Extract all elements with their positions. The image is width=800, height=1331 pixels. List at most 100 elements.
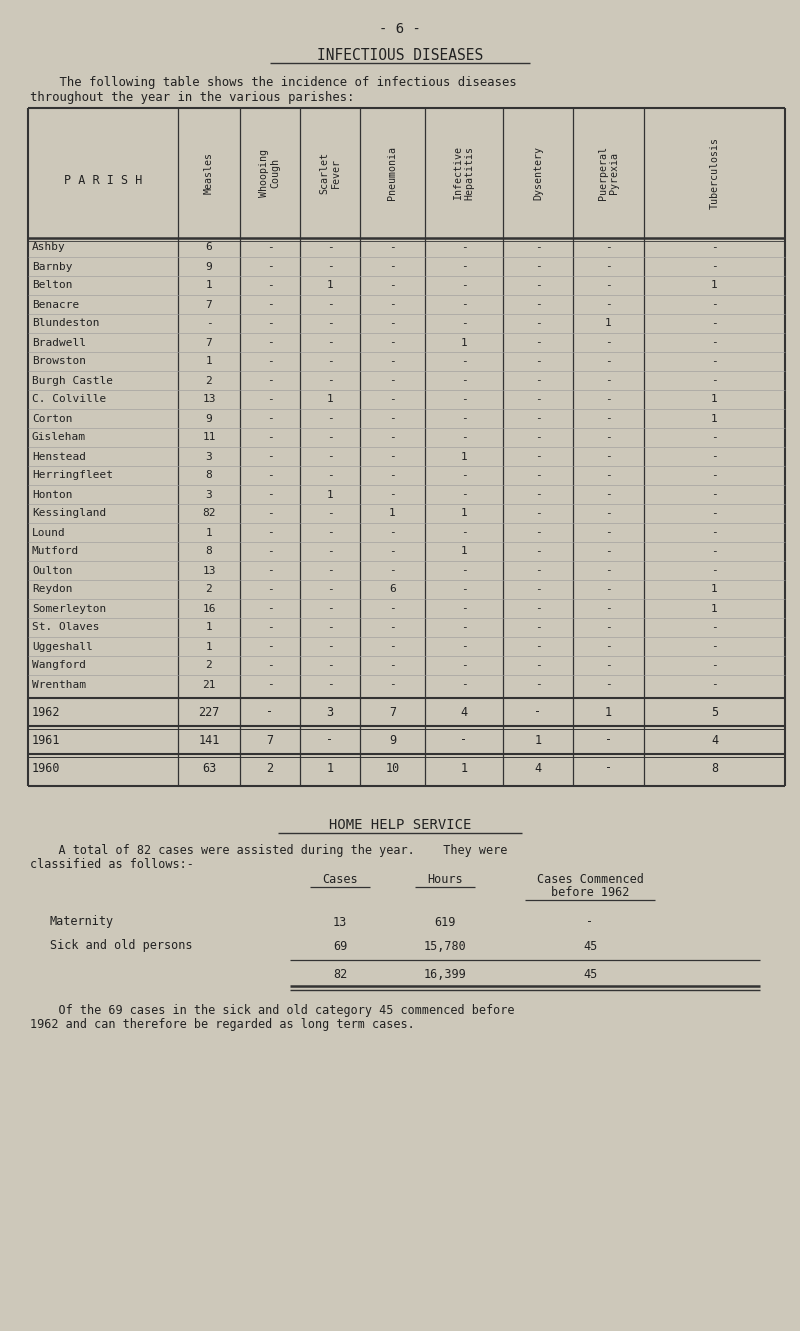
Text: -: - [534,451,542,462]
Text: -: - [711,680,718,689]
Text: P A R I S H: P A R I S H [64,174,142,188]
Text: Whooping
Cough: Whooping Cough [259,149,281,197]
Text: 4: 4 [461,705,467,719]
Text: Blundeston: Blundeston [32,318,99,329]
Text: Tuberculosis: Tuberculosis [710,137,719,209]
Text: -: - [711,451,718,462]
Text: -: - [534,660,542,671]
Text: 1: 1 [206,357,212,366]
Text: -: - [326,660,334,671]
Text: -: - [711,261,718,272]
Text: -: - [326,451,334,462]
Text: -: - [605,490,612,499]
Text: -: - [605,281,612,290]
Text: -: - [389,242,396,253]
Text: 1: 1 [711,394,718,405]
Text: -: - [266,566,274,575]
Text: -: - [326,733,334,747]
Text: -: - [266,490,274,499]
Text: -: - [711,242,718,253]
Text: -: - [534,375,542,386]
Text: 1: 1 [326,761,334,775]
Text: -: - [461,470,467,480]
Text: -: - [534,490,542,499]
Text: -: - [534,547,542,556]
Text: Lound: Lound [32,527,66,538]
Text: -: - [266,414,274,423]
Text: -: - [605,451,612,462]
Text: -: - [605,642,612,651]
Text: -: - [326,433,334,442]
Text: -: - [389,470,396,480]
Text: 1: 1 [206,281,212,290]
Text: -: - [266,433,274,442]
Text: -: - [389,680,396,689]
Text: Wangford: Wangford [32,660,86,671]
Text: -: - [461,733,467,747]
Text: 45: 45 [583,940,597,953]
Text: 9: 9 [389,733,396,747]
Text: HOME HELP SERVICE: HOME HELP SERVICE [329,819,471,832]
Text: -: - [266,642,274,651]
Text: 10: 10 [386,761,400,775]
Text: 7: 7 [206,299,212,310]
Text: Cases: Cases [322,873,358,886]
Text: -: - [266,375,274,386]
Text: -: - [711,566,718,575]
Text: 1962 and can therefore be regarded as long term cases.: 1962 and can therefore be regarded as lo… [30,1018,414,1032]
Text: -: - [461,623,467,632]
Text: 141: 141 [198,733,220,747]
Text: 7: 7 [206,338,212,347]
Text: 1: 1 [605,318,612,329]
Text: -: - [711,433,718,442]
Text: 11: 11 [202,433,216,442]
Text: -: - [266,338,274,347]
Text: 2: 2 [206,584,212,595]
Text: 1: 1 [711,414,718,423]
Text: -: - [711,375,718,386]
Text: 1: 1 [206,623,212,632]
Text: -: - [326,547,334,556]
Text: Of the 69 cases in the sick and old category 45 commenced before: Of the 69 cases in the sick and old cate… [30,1004,514,1017]
Text: Puerperal
Pyrexia: Puerperal Pyrexia [598,146,619,200]
Text: -: - [326,242,334,253]
Text: -: - [266,527,274,538]
Text: Scarlet
Fever: Scarlet Fever [319,152,341,194]
Text: 13: 13 [333,916,347,929]
Text: -: - [605,242,612,253]
Text: Gisleham: Gisleham [32,433,86,442]
Text: -: - [461,394,467,405]
Text: -: - [534,261,542,272]
Text: -: - [534,318,542,329]
Text: The following table shows the incidence of infectious diseases: The following table shows the incidence … [30,76,517,89]
Text: 6: 6 [389,584,396,595]
Text: 1: 1 [605,705,612,719]
Text: Hours: Hours [427,873,463,886]
Text: 1: 1 [461,547,467,556]
Text: -: - [605,261,612,272]
Text: St. Olaves: St. Olaves [32,623,99,632]
Text: 1961: 1961 [32,733,61,747]
Text: -: - [711,547,718,556]
Text: 1: 1 [461,451,467,462]
Text: -: - [461,299,467,310]
Text: 13: 13 [202,566,216,575]
Text: 69: 69 [333,940,347,953]
Text: -: - [534,508,542,519]
Text: -: - [326,299,334,310]
Text: 3: 3 [206,451,212,462]
Text: -: - [389,642,396,651]
Text: -: - [266,584,274,595]
Text: -: - [266,281,274,290]
Text: 8: 8 [206,547,212,556]
Text: -: - [266,660,274,671]
Text: -: - [605,623,612,632]
Text: Cases Commenced: Cases Commenced [537,873,643,886]
Text: 1: 1 [711,281,718,290]
Text: 4: 4 [534,761,542,775]
Text: -: - [605,660,612,671]
Text: 7: 7 [389,705,396,719]
Text: -: - [711,318,718,329]
Text: 619: 619 [434,916,456,929]
Text: -: - [461,642,467,651]
